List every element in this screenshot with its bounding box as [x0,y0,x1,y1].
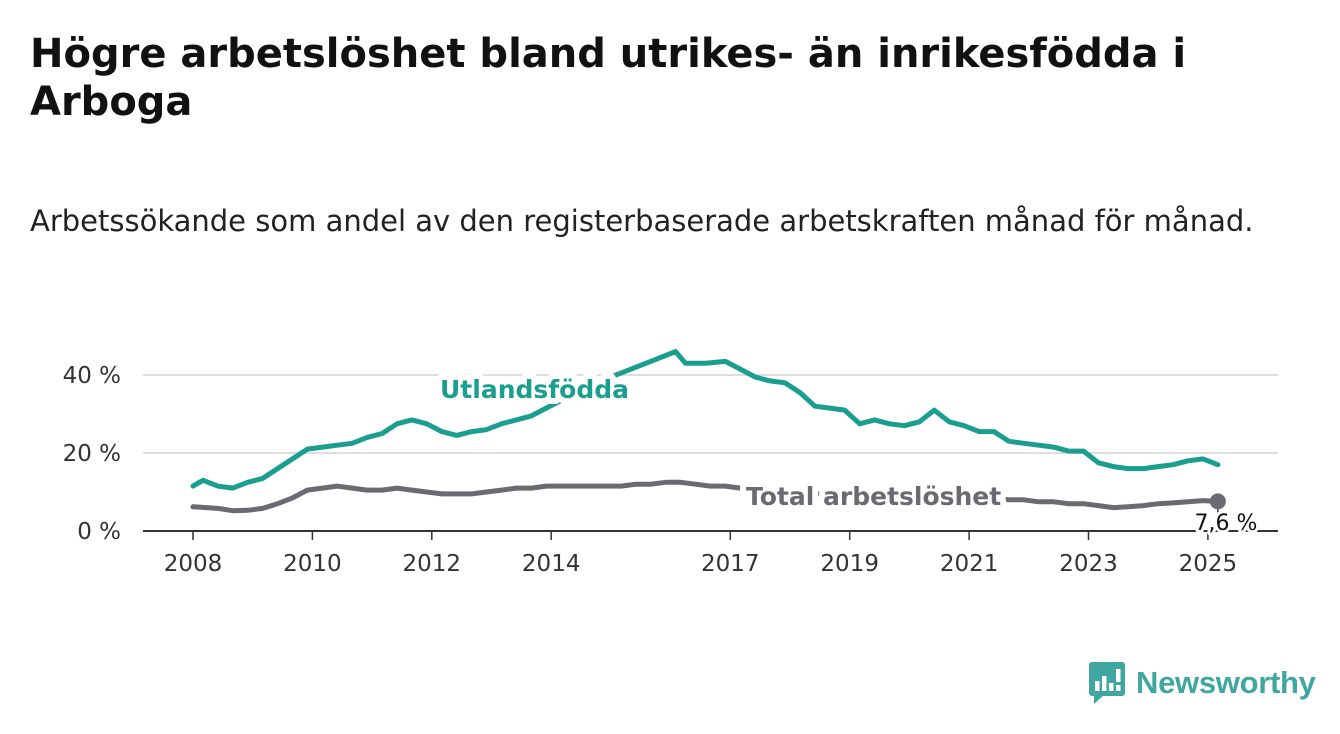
newsworthy-logo-icon [1089,662,1125,704]
series-line-total [190,479,1221,514]
x-tick-label: 2010 [283,551,342,577]
series-label-utlandsfodda: Utlandsfödda [440,375,629,404]
x-tick-label: 2019 [820,551,879,577]
y-tick-label: 20 % [63,441,121,467]
series-line-utlandsfodda [190,349,1221,491]
series-layer [190,349,1221,514]
newsworthy-logo-text: Newsworthy [1136,665,1316,700]
x-tick-label: 2025 [1179,551,1238,577]
y-tick-label: 0 % [77,519,121,545]
x-tick-label: 2017 [701,551,760,577]
end-value-label: 7,6 % [1195,511,1258,536]
newsworthy-logo: Newsworthy [1088,660,1316,706]
series-label-total: Total arbetslöshet [746,482,1001,511]
x-tick-label: 2012 [403,551,462,577]
axis-layer: 0 % 20 % 40 % 2008 2010 2012 2014 2017 2019 2021 2… [63,363,1238,577]
end-point-marker [1209,493,1226,510]
series-label-halo: Utlandsfödda [440,375,629,404]
series-label-halo: Total arbetslöshet [746,482,1001,511]
end-value-label-halo: 7,6 % [1195,511,1258,536]
x-tick-label: 2023 [1059,551,1118,577]
x-tick-label: 2021 [940,551,999,577]
x-tick-label: 2008 [164,551,223,577]
chart-title: Högre arbetslöshet bland utrikes- än inr… [30,31,1187,125]
chart-subtitle: Arbetssökande som andel av den registerb… [30,204,1254,238]
x-tick-label: 2014 [522,551,581,577]
y-tick-label: 40 % [63,363,121,389]
